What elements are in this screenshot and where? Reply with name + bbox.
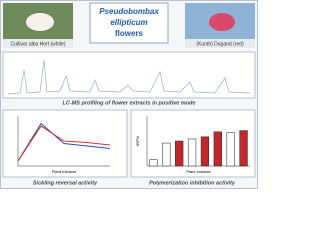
line <box>17 122 111 162</box>
photo-caption: (Kunth) Dugand (red) <box>196 41 244 47</box>
caption-box <box>3 39 73 48</box>
bar <box>226 132 235 167</box>
chromatogram-panel <box>2 51 256 99</box>
y-axis-label: IRP% <box>135 135 140 146</box>
title: flowers <box>115 29 144 38</box>
graphical-abstract: Cultivar alba Hort (white) Pseudobombax … <box>0 0 258 189</box>
bar <box>200 136 210 167</box>
x-axis-label: Plant extracts <box>186 169 210 174</box>
caption-box <box>185 39 255 48</box>
title: ellipticum <box>110 18 147 27</box>
bar <box>187 138 197 167</box>
bar <box>213 131 222 167</box>
chromatogram-trace <box>7 59 251 95</box>
photo-caption: Cultivar alba Hort (white) <box>10 41 65 47</box>
charts: Plant extracts Sickling reversal activity… <box>17 116 250 186</box>
line <box>17 125 111 162</box>
flower-red <box>209 13 235 31</box>
bar <box>239 130 248 167</box>
title: Pseudobombax <box>99 7 159 16</box>
flower-white <box>26 13 54 31</box>
chart-title: Sickling reversal activity <box>33 180 98 186</box>
title-box <box>89 2 169 44</box>
bar <box>149 159 158 167</box>
x-axis-label: Plant extracts <box>52 169 76 174</box>
frame <box>0 0 258 189</box>
bar <box>175 140 184 167</box>
chromatogram-caption: LC-MS profiling of flower extracts in po… <box>63 100 196 106</box>
bar <box>162 142 171 167</box>
chart-title: Polymerization inhibition activity <box>149 180 236 186</box>
